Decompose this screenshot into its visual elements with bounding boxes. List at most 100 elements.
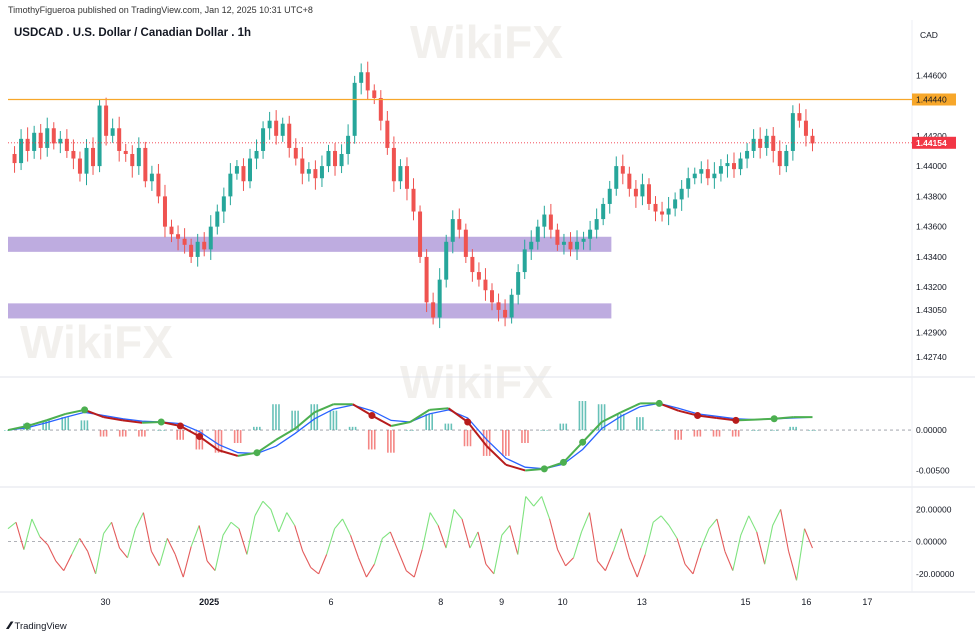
macd-histogram-bar <box>469 430 472 447</box>
macd-histogram-bar <box>390 430 392 453</box>
osc-segment <box>716 518 726 552</box>
candle-body <box>771 135 776 151</box>
candle-body <box>261 128 266 151</box>
macd-histogram-bar <box>425 413 427 431</box>
y-tick-label: 1.44600 <box>916 70 947 80</box>
cross-marker <box>770 415 778 423</box>
macd-histogram-bar <box>176 430 178 440</box>
osc-segment <box>87 551 97 575</box>
tradingview-logo[interactable]: ⁄⁄⁄ TradingView <box>8 620 67 632</box>
y-tick-label: 1.44440 <box>916 94 947 104</box>
macd-histogram-bar <box>639 417 641 431</box>
osc-segment <box>429 512 439 526</box>
osc-segment <box>326 528 336 555</box>
macd-histogram-bar <box>278 404 280 431</box>
candle-body <box>176 234 181 239</box>
macd-histogram-bar <box>233 430 236 443</box>
macd-histogram-bar <box>600 404 603 431</box>
candle-body <box>97 105 102 167</box>
macd-histogram-bar <box>642 417 644 431</box>
osc-y-tick-label: 0.00000 <box>916 537 947 547</box>
macd-histogram-bar <box>297 410 299 431</box>
macd-histogram-bar <box>118 430 121 437</box>
osc-segment <box>469 531 479 549</box>
candle-body <box>483 279 488 291</box>
macd-y-tick-label: -0.00500 <box>916 465 950 475</box>
macd-histogram-bar <box>757 430 759 431</box>
osc-y-tick-label: 20.00000 <box>916 504 952 514</box>
macd-histogram-bar <box>253 426 255 431</box>
support-zone-2 <box>8 303 612 319</box>
candle-body <box>359 72 364 83</box>
signal-line-segment <box>256 438 277 454</box>
osc-segment <box>604 551 614 571</box>
candle-body <box>588 229 593 239</box>
macd-histogram-bar <box>67 417 70 431</box>
signal-line-segment <box>314 403 335 414</box>
macd-histogram-bar <box>217 430 220 453</box>
candle-body <box>437 279 442 318</box>
x-tick-label: 13 <box>637 597 647 607</box>
macd-histogram-bar <box>814 430 817 431</box>
resistance-badge <box>912 93 956 106</box>
macd-histogram-bar <box>45 420 47 431</box>
candle-body <box>522 249 527 273</box>
osc-segment <box>214 535 224 571</box>
macd-histogram-bar <box>546 430 548 431</box>
osc-segment <box>437 525 447 549</box>
macd-histogram-bar <box>121 430 124 437</box>
signal-line-segment <box>218 449 239 457</box>
macd-histogram-bar <box>7 430 9 431</box>
candle-body <box>189 244 194 257</box>
x-tick-label: 15 <box>740 597 750 607</box>
candle-body <box>614 166 619 189</box>
osc-segment <box>732 535 742 571</box>
candle-body <box>745 150 750 159</box>
macd-histogram-bar <box>795 426 797 431</box>
osc-segment <box>644 522 654 555</box>
macd-histogram-bar <box>214 430 217 453</box>
macd-histogram-bar <box>195 430 198 450</box>
osc-segment <box>612 528 622 552</box>
y-tick-label: 1.44154 <box>916 138 947 148</box>
macd-histogram-bar <box>485 430 488 456</box>
macd-histogram-bar <box>354 426 357 431</box>
osc-segment <box>740 515 750 536</box>
chart-title[interactable]: USDCAD . U.S. Dollar / Canadian Dollar .… <box>14 27 252 39</box>
candle-body <box>627 173 632 189</box>
candle-body <box>45 128 50 148</box>
signal-line-segment <box>486 445 507 466</box>
candle-body <box>385 120 390 148</box>
macd-histogram-bar <box>622 413 625 431</box>
macd-histogram-bar <box>619 413 622 431</box>
signal-line-segment <box>447 407 469 423</box>
x-tick-label: 9 <box>499 597 504 607</box>
osc-segment <box>254 501 264 517</box>
candle-body <box>450 219 455 242</box>
support-zone-1 <box>8 236 612 252</box>
macd-histogram-bar <box>524 430 526 443</box>
macd-histogram-bar <box>562 423 565 431</box>
macd-histogram-bar <box>636 417 638 431</box>
osc-segment <box>262 500 272 510</box>
macd-histogram-bar <box>450 423 453 431</box>
signal-line-segment <box>505 463 526 472</box>
macd-histogram-bar <box>275 404 277 431</box>
macd-histogram-bar <box>428 413 430 431</box>
candle-body <box>542 214 547 227</box>
osc-segment <box>71 538 81 555</box>
watermark: WikiFX WikiFX WikiFX <box>20 16 563 408</box>
macd-histogram-bar <box>603 404 606 431</box>
signal-line-segment <box>275 427 296 441</box>
time-axis[interactable]: 30 2025 6 8 9 10 13 15 16 17 <box>101 597 873 607</box>
osc-segment <box>294 525 304 552</box>
cross-marker <box>579 438 587 446</box>
candle-body <box>130 153 135 167</box>
osc-segment <box>509 525 519 555</box>
candle-body <box>431 302 436 318</box>
macd-histogram-bar <box>505 430 507 456</box>
osc-segment <box>39 536 49 546</box>
candle-body <box>248 158 252 182</box>
